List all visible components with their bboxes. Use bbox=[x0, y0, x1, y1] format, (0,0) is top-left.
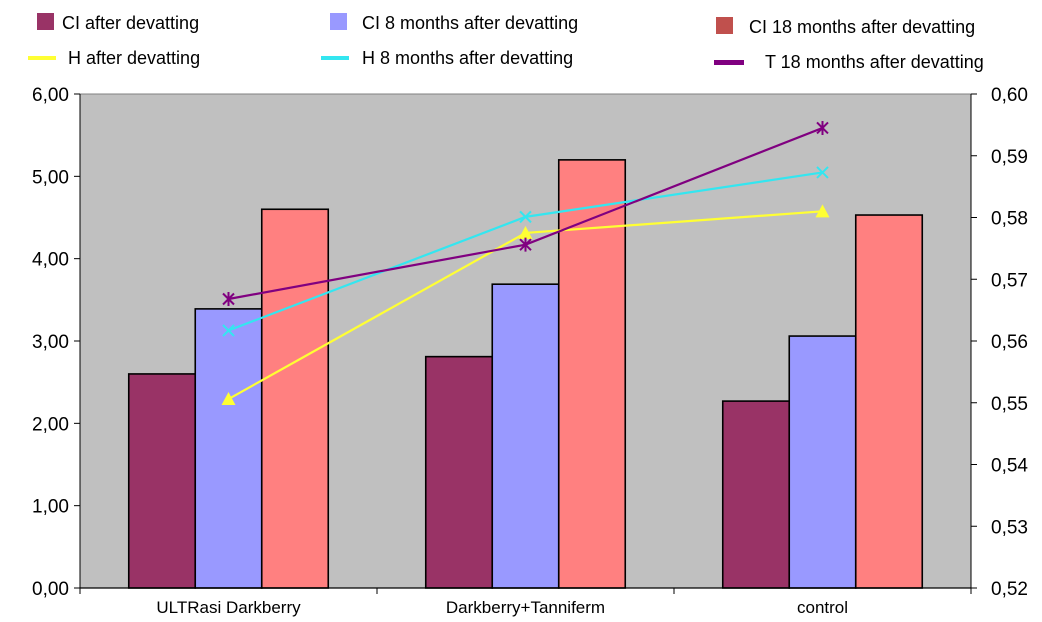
marker-series2-point1 bbox=[519, 237, 532, 252]
legend-label-t-18m: T 18 months after devatting bbox=[765, 52, 984, 72]
legend-label-ci-8m: CI 8 months after devatting bbox=[362, 13, 578, 33]
y-left-tick-label: 6,00 bbox=[32, 85, 69, 106]
y-left-tick-label: 1,00 bbox=[32, 497, 69, 518]
y-left-tick-label: 3,00 bbox=[32, 332, 69, 353]
legend: CI after devatting CI 8 months after dev… bbox=[28, 13, 984, 72]
y-right-tick-label: 0,60 bbox=[991, 85, 1028, 106]
y-left-tick-label: 4,00 bbox=[32, 250, 69, 271]
y-left-tick-label: 2,00 bbox=[32, 414, 69, 435]
legend-item-ci-8m: CI 8 months after devatting bbox=[330, 13, 578, 33]
bar-series2-cat1 bbox=[557, 159, 627, 589]
legend-swatch-ci-18m bbox=[716, 17, 733, 34]
bar-series0-cat1 bbox=[424, 355, 494, 589]
y-right-tick-label: 0,52 bbox=[991, 579, 1028, 600]
x-category-label: ULTRasi Darkberry bbox=[156, 598, 301, 617]
marker-series2-point0 bbox=[222, 292, 235, 307]
bar-series1-cat1 bbox=[491, 283, 560, 589]
axes-layer: 0,00 1,00 2,00 3,00 4,00 5,00 6,00 0,52 0,53 0,54… bbox=[32, 85, 1028, 617]
y-left-tick-label: 0,00 bbox=[32, 579, 69, 600]
bar-series2-cat0 bbox=[260, 208, 330, 589]
y-right-tick-label: 0,56 bbox=[991, 332, 1028, 353]
legend-item-ci-18m: CI 18 months after devatting bbox=[716, 17, 975, 37]
y-right-tick-label: 0,54 bbox=[991, 456, 1028, 477]
bar-series0-cat2 bbox=[721, 400, 791, 589]
lines-layer bbox=[221, 120, 830, 406]
x-category-label: Darkberry+Tanniferm bbox=[446, 598, 605, 617]
y-right-tick-label: 0,57 bbox=[991, 270, 1028, 291]
legend-label-h-8m: H 8 months after devatting bbox=[362, 48, 573, 68]
marker-series0-point0 bbox=[221, 392, 236, 406]
y-right-tick-label: 0,59 bbox=[991, 147, 1028, 168]
legend-item-h-after: H after devatting bbox=[28, 48, 200, 68]
marker-series1-point2 bbox=[816, 166, 829, 179]
bar-series1-cat0 bbox=[194, 308, 263, 589]
bar-series1-cat2 bbox=[788, 335, 857, 589]
marker-series2-point2 bbox=[816, 120, 829, 135]
y-right-tick-label: 0,58 bbox=[991, 209, 1028, 230]
legend-item-h-8m: H 8 months after devatting bbox=[321, 48, 573, 68]
y-right-tick-label: 0,53 bbox=[991, 517, 1028, 538]
x-category-label: control bbox=[797, 598, 848, 617]
legend-label-h-after: H after devatting bbox=[68, 48, 200, 68]
legend-label-ci-after: CI after devatting bbox=[62, 13, 199, 33]
bar-series2-cat2 bbox=[854, 214, 924, 589]
legend-item-ci-after: CI after devatting bbox=[37, 13, 199, 33]
legend-swatch-h-after bbox=[28, 56, 56, 60]
bars-layer bbox=[127, 159, 924, 589]
legend-swatch-h-8m bbox=[321, 56, 349, 60]
marker-series1-point1 bbox=[519, 210, 532, 224]
legend-swatch-ci-8m bbox=[330, 13, 347, 30]
legend-label-ci-18m: CI 18 months after devatting bbox=[749, 17, 975, 37]
legend-swatch-t-18m bbox=[714, 60, 744, 65]
marker-series0-point1 bbox=[518, 225, 533, 239]
y-left-tick-label: 5,00 bbox=[32, 167, 69, 188]
marker-series1-point0 bbox=[222, 324, 235, 337]
y-right-tick-label: 0,55 bbox=[991, 394, 1028, 415]
legend-item-t-18m: T 18 months after devatting bbox=[714, 52, 984, 72]
marker-series0-point2 bbox=[815, 204, 830, 218]
bar-series0-cat0 bbox=[127, 373, 197, 589]
legend-swatch-ci-after bbox=[37, 13, 54, 30]
